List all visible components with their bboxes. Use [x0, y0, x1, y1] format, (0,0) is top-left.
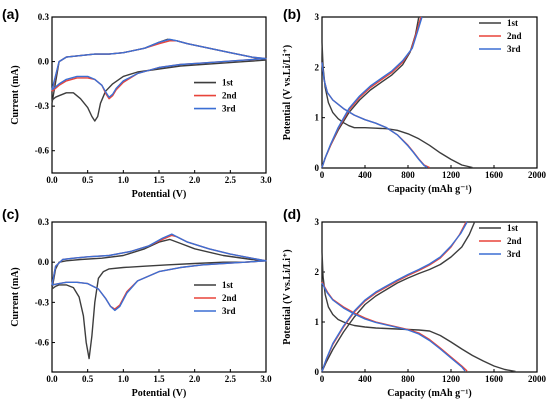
y-axis-label: Current (mA): [10, 65, 21, 125]
x-tick-label: 2.0: [189, 374, 201, 384]
plot-frame: [321, 221, 538, 373]
x-tick-label: 0.5: [82, 374, 94, 384]
chart-panel-3: 0 400 800 1200 1600 2000 0 1 2 3 Capacity (mAh g⁻¹…: [282, 206, 547, 399]
chart-panel-0: 0.0 0.5 1.0 1.5 2.0 2.5 3.0 0.3 0.0 -0.3 -0.6 Poten…: [2, 6, 272, 200]
panel-label: (c): [2, 206, 19, 222]
y-tick-label: 1: [315, 113, 320, 123]
y-tick-label: 0: [315, 367, 320, 377]
legend-label-2nd: 2nd: [507, 236, 522, 246]
x-tick-label: 400: [358, 374, 372, 384]
x-tick-label: 400: [358, 170, 372, 180]
x-tick-label: 2.5: [225, 374, 237, 384]
series-line-3rd: [51, 38, 267, 98]
y-tick-label: 1: [315, 317, 320, 327]
legend-label-3rd: 3rd: [507, 249, 521, 259]
series-line-3rd-charge: [321, 16, 423, 168]
y-tick-label: 3: [315, 12, 320, 22]
legend-label-2nd: 2nd: [222, 91, 237, 101]
y-tick-label: -0.3: [35, 297, 50, 307]
chart-panel-2: 0.0 0.5 1.0 1.5 2.0 2.5 3.0 0.3 0.0 -0.3 -0.6 Poten…: [2, 206, 272, 399]
series-line-3rd-discharge: [321, 62, 428, 169]
x-tick-label: 0: [320, 170, 325, 180]
series-line-1st: [51, 238, 267, 360]
series-line-3rd: [51, 233, 267, 312]
x-axis-label: Potential (V): [132, 189, 187, 200]
y-tick-label: 3: [315, 217, 320, 227]
x-tick-label: 3.0: [260, 175, 272, 185]
y-tick-label: 0.3: [38, 12, 50, 22]
series-line-2nd-charge: [321, 221, 467, 372]
series-line-2nd-charge: [321, 16, 422, 168]
x-axis-label: Capacity (mAh g⁻¹): [387, 388, 471, 399]
x-axis-label: Capacity (mAh g⁻¹): [387, 184, 471, 195]
y-tick-label: 2: [315, 267, 320, 277]
x-tick-label: 2000: [528, 170, 547, 180]
panel-label: (d): [283, 206, 301, 222]
x-tick-label: 2.5: [225, 175, 237, 185]
y-tick-label: 2: [315, 62, 320, 72]
x-tick-label: 0.0: [46, 175, 58, 185]
legend-label-2nd: 2nd: [507, 31, 522, 41]
x-tick-label: 1.0: [118, 175, 130, 185]
legend-label-2nd: 2nd: [222, 293, 237, 303]
legend-label-1st: 1st: [507, 223, 518, 233]
x-tick-label: 1200: [442, 374, 461, 384]
legend-label-3rd: 3rd: [222, 306, 236, 316]
series-line-1st-charge: [321, 221, 476, 372]
y-tick-label: 0.0: [38, 57, 50, 67]
legend-label-1st: 1st: [222, 280, 233, 290]
x-tick-label: 0: [320, 374, 325, 384]
y-axis-label: Current (mA): [10, 267, 21, 327]
series-line-1st-discharge: [321, 251, 516, 373]
chart-panel-1: 0 400 800 1200 1600 2000 0 1 2 3 Capacity (mAh g⁻¹…: [282, 6, 547, 195]
legend-label-3rd: 3rd: [222, 104, 236, 114]
plot-frame: [321, 16, 538, 169]
legend-label-1st: 1st: [507, 18, 518, 28]
x-tick-label: 3.0: [260, 374, 272, 384]
legend-label-1st: 1st: [222, 78, 233, 88]
x-axis-label: Potential (V): [132, 388, 187, 399]
x-tick-label: 2000: [528, 374, 547, 384]
x-tick-label: 1.0: [118, 374, 130, 384]
series-line-3rd-charge: [321, 221, 468, 372]
y-tick-label: -0.6: [35, 338, 50, 348]
x-tick-label: 1600: [485, 374, 504, 384]
y-tick-label: 0.0: [38, 257, 50, 267]
x-tick-label: 800: [401, 374, 415, 384]
panel-label: (b): [283, 6, 301, 22]
y-tick-label: -0.6: [35, 146, 50, 156]
series-line-1st-charge: [321, 16, 420, 168]
legend-label-3rd: 3rd: [507, 44, 521, 54]
x-tick-label: 0.0: [46, 374, 58, 384]
y-tick-label: -0.3: [35, 101, 50, 111]
x-tick-label: 1.5: [153, 175, 165, 185]
series-line-1st-discharge: [321, 42, 473, 169]
x-tick-label: 1.5: [153, 374, 165, 384]
series-line-3rd-discharge: [321, 282, 466, 372]
x-tick-label: 1600: [485, 170, 504, 180]
x-tick-label: 1200: [442, 170, 461, 180]
x-tick-label: 800: [401, 170, 415, 180]
panel-label: (a): [2, 6, 19, 22]
y-tick-label: 0: [315, 163, 320, 173]
x-tick-label: 0.5: [82, 175, 94, 185]
y-tick-label: 0.3: [38, 217, 50, 227]
y-axis-label: Potential (V vs.Li/Li⁺): [282, 45, 293, 140]
x-tick-label: 2.0: [189, 175, 201, 185]
y-axis-label: Potential (V vs.Li/Li⁺): [282, 249, 293, 344]
